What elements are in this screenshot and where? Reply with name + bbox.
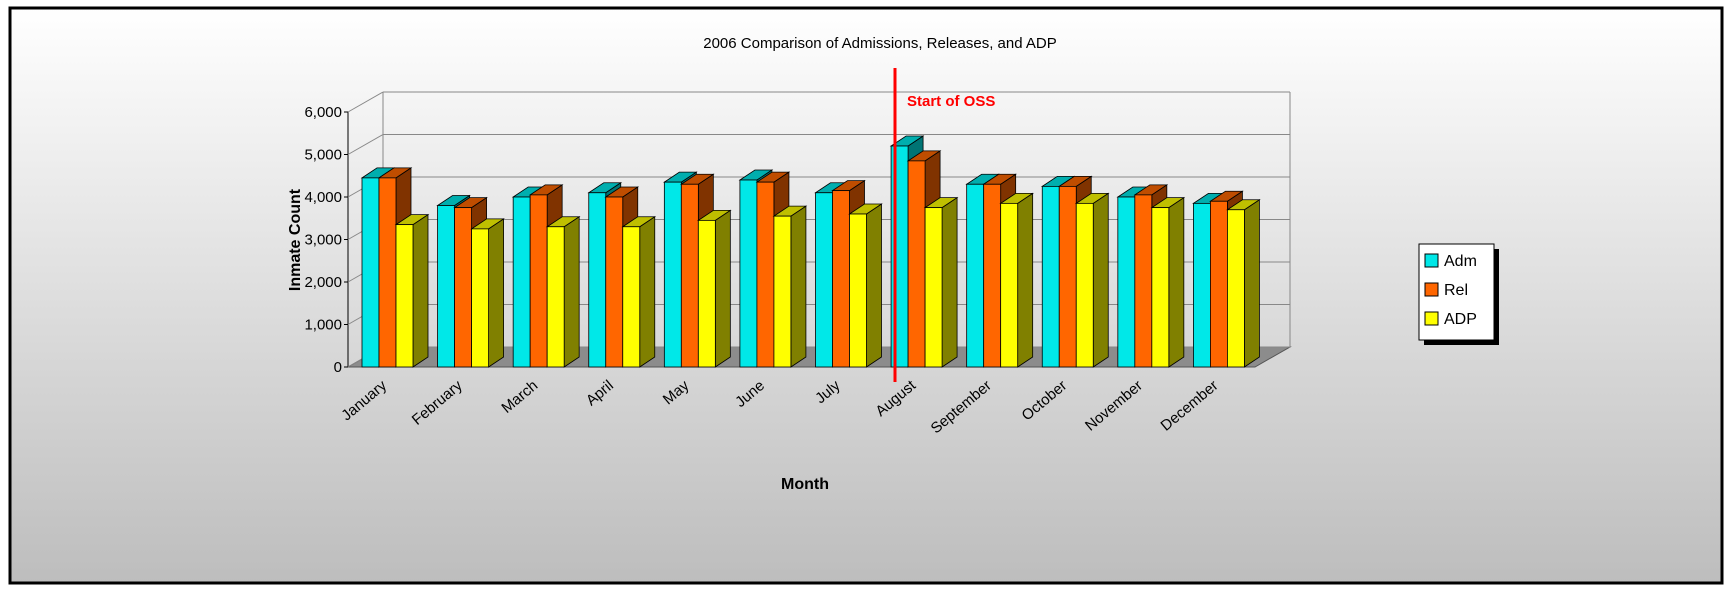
bar-side (1244, 199, 1260, 368)
bar-front (605, 196, 624, 368)
y-tick-label: 6,000 (304, 104, 342, 121)
bar-front (966, 183, 985, 368)
bar (394, 213, 430, 368)
bar-side (412, 213, 429, 368)
bar-front (1193, 202, 1211, 368)
bar (545, 216, 581, 368)
legend-swatch (1424, 253, 1439, 268)
bar-front (756, 181, 775, 368)
legend-swatch (1424, 311, 1439, 326)
y-tick-label: 0 (334, 359, 342, 376)
bar-front (1041, 185, 1060, 368)
y-tick-label: 3,000 (304, 232, 342, 249)
bar-front (1075, 202, 1094, 368)
bar (848, 203, 883, 368)
bar-front (471, 228, 489, 368)
bar-front (454, 207, 472, 368)
y-tick-label: 5,000 (304, 147, 342, 164)
bar-front (663, 181, 682, 368)
bar (697, 209, 732, 368)
bar (999, 192, 1034, 368)
bar-side (1017, 192, 1034, 368)
bar-front (924, 207, 943, 368)
y-tick-label: 4,000 (304, 189, 342, 206)
bar-front (1210, 200, 1228, 368)
bar (1074, 192, 1110, 368)
bar-front (378, 177, 397, 368)
annotation: Start of OSS (907, 93, 995, 110)
bar-side (941, 196, 958, 368)
bar-side (488, 218, 504, 368)
y-tick-label: 1,000 (304, 317, 342, 334)
plot (347, 91, 1290, 368)
bar-front (1058, 185, 1077, 368)
bar-side (1168, 196, 1185, 368)
bar-front (529, 194, 548, 368)
bar-front (815, 192, 833, 368)
bar-side (714, 209, 731, 368)
x-axis-label: Month (781, 476, 829, 493)
bar-front (546, 226, 565, 368)
bar-front (849, 213, 867, 368)
bar (1150, 196, 1186, 368)
bar (470, 218, 505, 368)
bar-front (512, 196, 531, 368)
bar-front (1227, 209, 1245, 368)
bar-side (563, 216, 580, 368)
legend-label: Adm (1444, 253, 1477, 270)
bar-front (588, 192, 607, 368)
bar-front (1134, 194, 1153, 368)
bar (1226, 199, 1261, 368)
bar-side (790, 205, 807, 368)
bar-front (773, 215, 792, 368)
bar-side (866, 203, 882, 368)
bar-side (639, 216, 656, 368)
bar-front (361, 177, 380, 368)
bar (923, 196, 959, 368)
legend-label: ADP (1444, 311, 1477, 328)
bar-front (680, 183, 699, 368)
bar-front (395, 224, 414, 368)
y-tick-label: 2,000 (304, 274, 342, 291)
bar (621, 216, 657, 368)
legend-swatch (1424, 282, 1439, 297)
bar-front (437, 205, 455, 368)
grid-line (347, 91, 384, 113)
bar-side (1092, 192, 1109, 368)
bar-front (1117, 196, 1136, 368)
bar-front (983, 183, 1002, 368)
bar-front (832, 190, 850, 368)
bar-front (907, 160, 926, 368)
chart-title: 2006 Comparison of Admissions, Releases,… (703, 35, 1057, 52)
legend-label: Rel (1444, 282, 1468, 299)
y-axis-label: Inmate Count (287, 188, 304, 291)
grid-line (347, 134, 384, 155)
bar-front (1000, 202, 1019, 368)
legend-items: Adm Rel ADP (1424, 253, 1477, 328)
bar-front (697, 219, 716, 368)
bar-front (622, 226, 641, 368)
bar (772, 205, 808, 368)
bar-front (1151, 207, 1170, 368)
bar-front (739, 179, 758, 368)
